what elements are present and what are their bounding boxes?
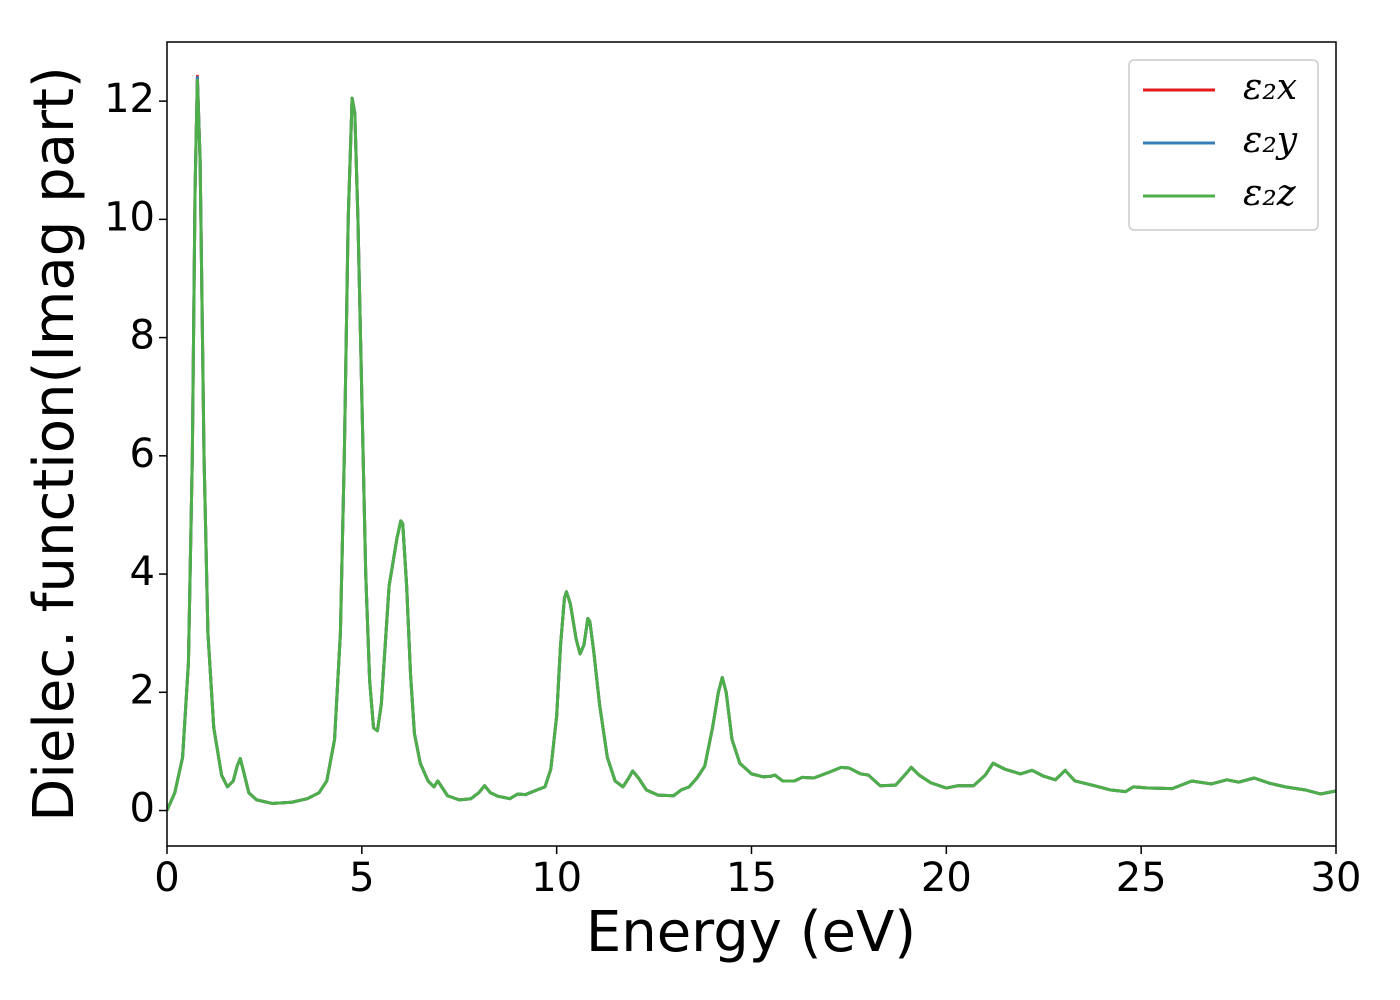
legend-label: ε₂x <box>1243 67 1297 108</box>
x-axis-label: Energy (eV) <box>586 900 916 965</box>
x-tick-label: 0 <box>154 855 179 901</box>
y-tick-label: 0 <box>130 786 155 832</box>
series-line <box>167 78 1336 812</box>
y-tick-label: 12 <box>104 76 155 122</box>
legend-label: ε₂z <box>1243 173 1297 214</box>
y-tick-label: 2 <box>130 667 155 713</box>
legend-box <box>1128 59 1319 231</box>
x-tick-label: 30 <box>1311 855 1362 901</box>
y-tick-label: 10 <box>104 194 155 240</box>
x-tick-label: 25 <box>1116 855 1167 901</box>
y-tick-label: 4 <box>130 549 155 595</box>
x-tick-label: 5 <box>349 855 374 901</box>
x-tick-label: 10 <box>531 855 582 901</box>
plot-lines <box>167 74 1336 812</box>
x-tick-label: 20 <box>921 855 972 901</box>
y-tick-label: 8 <box>130 313 155 359</box>
x-tick-label: 15 <box>726 855 777 901</box>
y-tick-label: 6 <box>130 431 155 477</box>
legend-label: ε₂y <box>1243 120 1298 161</box>
y-axis-label: Dielec. function(Imag part) <box>22 66 87 822</box>
